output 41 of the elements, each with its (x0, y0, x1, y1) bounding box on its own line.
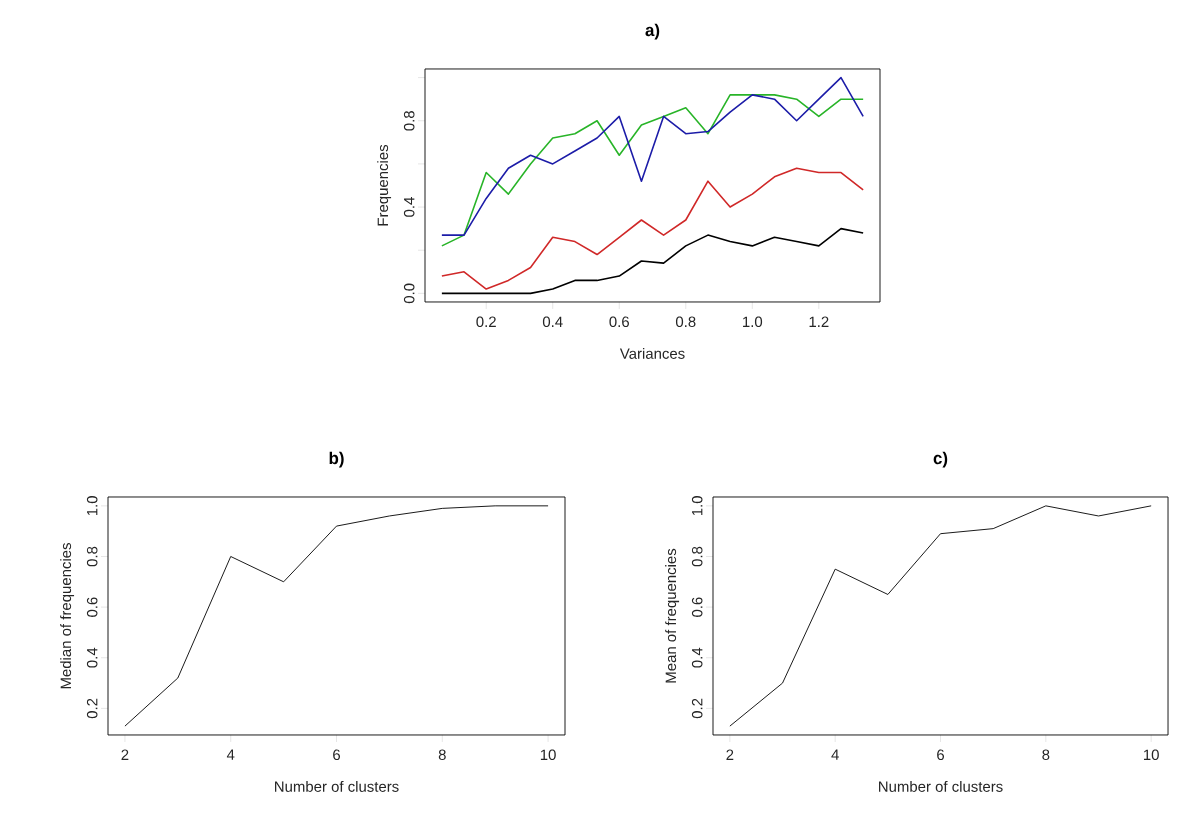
y-tick-label: 0.6 (691, 597, 703, 617)
y-tick-label: 0.6 (86, 597, 98, 617)
line-series (441, 167, 864, 290)
x-tick-label: 0.2 (476, 316, 496, 328)
line-series (441, 76, 864, 236)
y-tick-label: 1.0 (691, 496, 703, 516)
x-tick-label: 4 (831, 749, 839, 760)
y-tick-label: 0.2 (691, 698, 703, 719)
x-tick-label: 8 (438, 749, 446, 761)
chart-title: b) (329, 451, 344, 468)
x-tick-label: 1.2 (809, 316, 829, 327)
x-axis-title: Number of clusters (275, 780, 399, 792)
x-tick-label: 6 (937, 749, 945, 761)
x-tick-label: 0.4 (542, 316, 563, 328)
x-tick-label: 2 (121, 749, 129, 760)
y-tick-label: 0.4 (86, 647, 98, 668)
x-axis-title: Variances (619, 347, 685, 359)
x-axis-title: Number of clusters (879, 780, 1003, 792)
x-tick-label: 8 (1042, 749, 1050, 761)
line-series (124, 505, 549, 727)
y-axis-title: Frequencies (377, 144, 392, 226)
y-tick-label: 1.0 (86, 496, 98, 516)
x-tick-label: 0.6 (609, 316, 629, 328)
y-tick-label: 0.2 (86, 698, 98, 719)
y-axis-title: Mean of frequencies (665, 548, 680, 683)
chart-title: c) (933, 451, 948, 468)
x-tick-label: 1.0 (743, 316, 763, 328)
x-tick-label: 10 (540, 749, 556, 761)
y-axis-title: Median of frequencies (60, 543, 75, 689)
line-series (729, 505, 1152, 727)
y-tick-label: 0.8 (86, 546, 98, 567)
y-tick-label: 0.0 (403, 283, 415, 304)
x-tick-label: 4 (226, 749, 235, 760)
y-tick-label: 0.8 (403, 111, 415, 131)
x-tick-label: 6 (333, 749, 341, 761)
x-tick-label: 2 (726, 749, 734, 760)
y-tick-label: 0.4 (403, 197, 415, 217)
chart-title: a) (645, 23, 660, 40)
y-tick-label: 0.4 (691, 647, 703, 668)
x-tick-label: 10 (1143, 749, 1159, 761)
y-tick-label: 0.8 (691, 546, 703, 567)
